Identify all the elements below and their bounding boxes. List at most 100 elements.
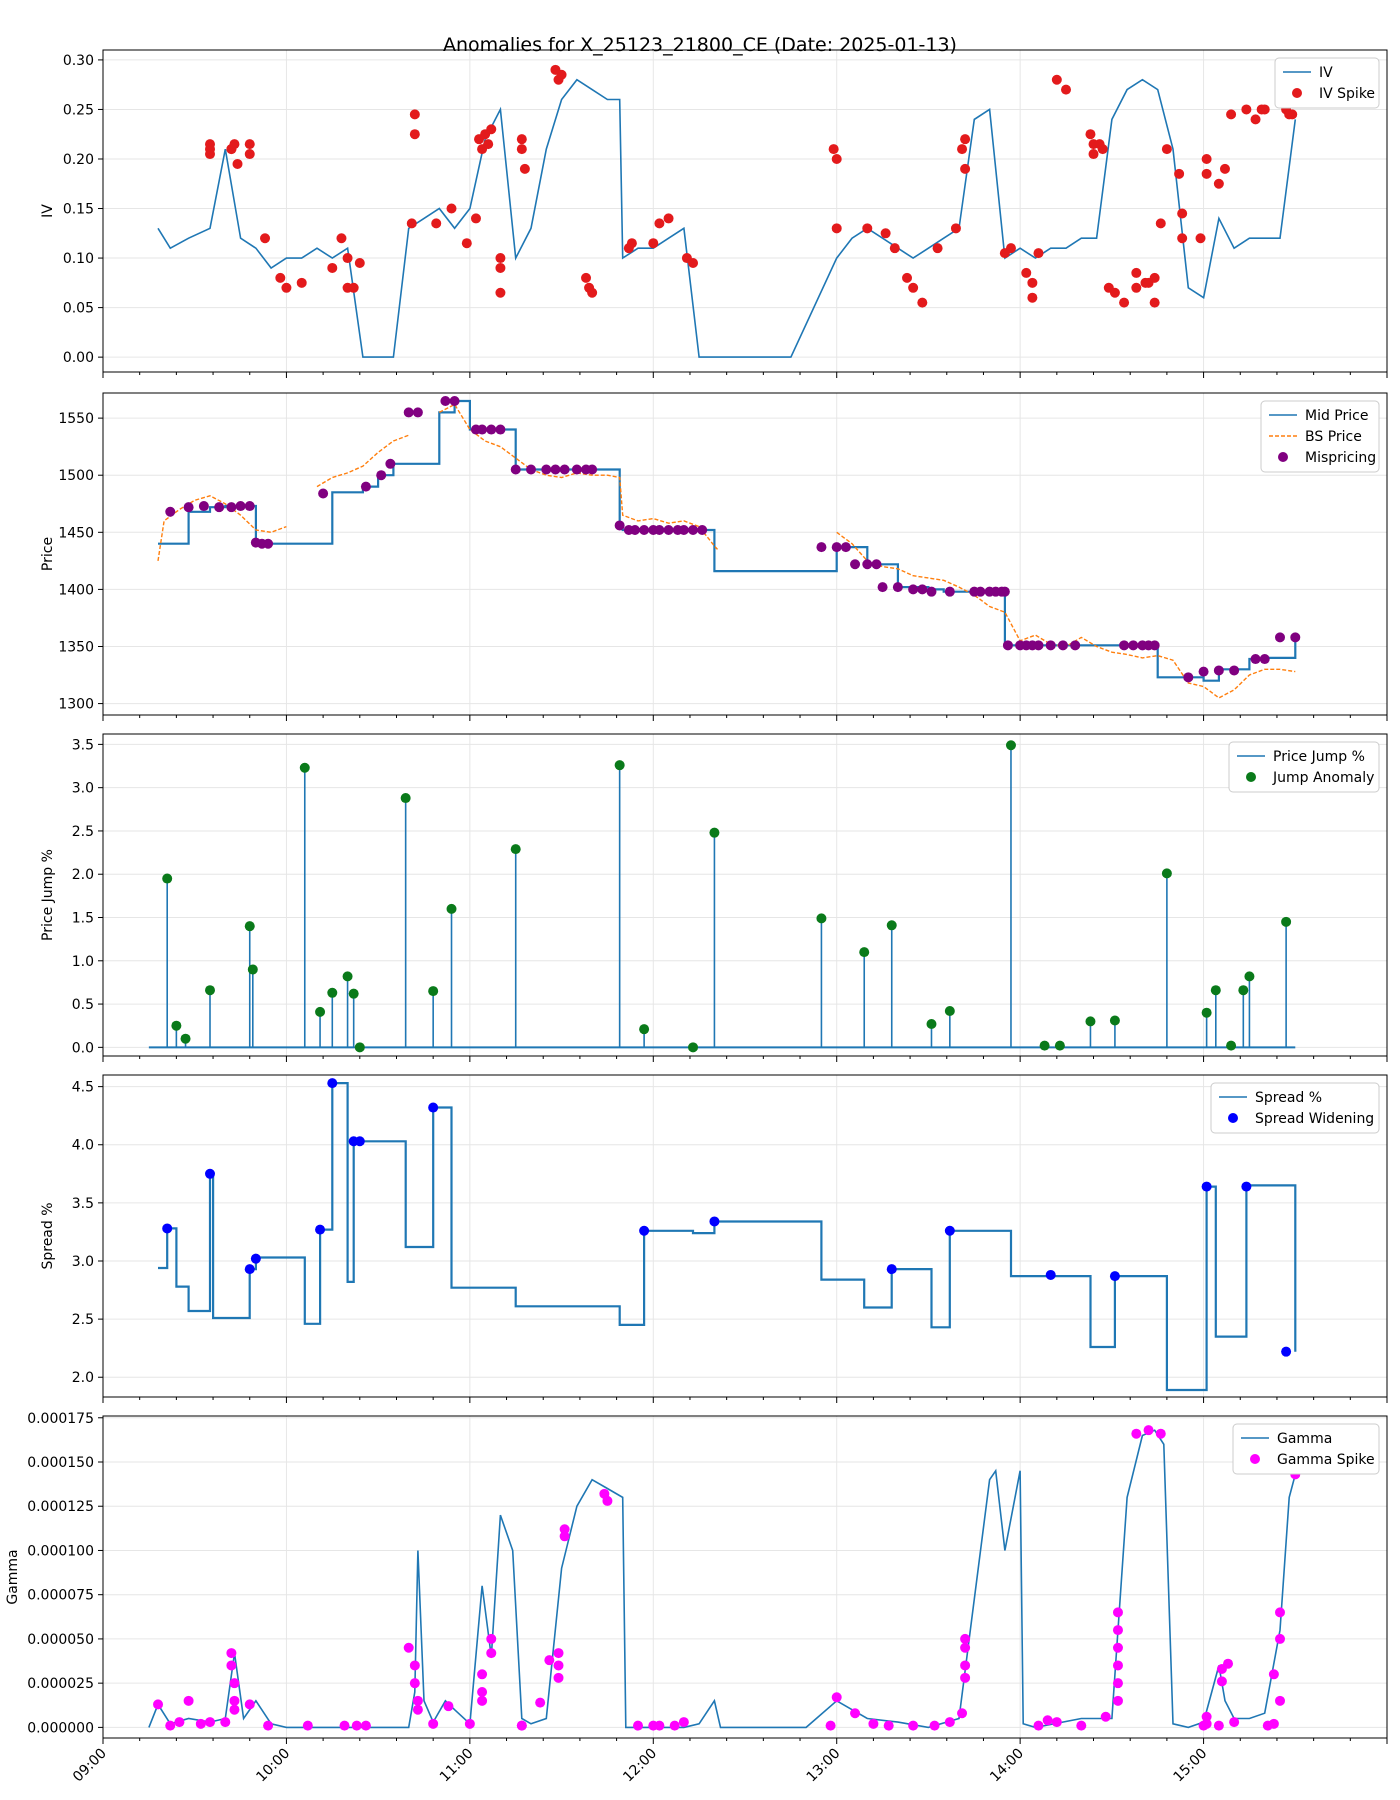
- anomaly-point: [1076, 1720, 1087, 1731]
- anomaly-point: [535, 1697, 546, 1708]
- anomaly-point: [409, 129, 420, 140]
- bs-price-line: [157, 403, 1296, 699]
- legend-box: [1210, 1082, 1380, 1134]
- anomaly-point: [944, 586, 955, 597]
- y-tick-label: 0.000050: [27, 1632, 94, 1648]
- anomaly-point: [165, 1720, 176, 1731]
- anomaly-point: [688, 1042, 699, 1053]
- y-tick-label: 3.5: [72, 737, 94, 753]
- anomaly-point: [999, 586, 1010, 597]
- series-line: [158, 399, 1297, 682]
- anomaly-point: [342, 971, 353, 982]
- anomaly-point: [214, 502, 225, 513]
- anomaly-point: [486, 1648, 497, 1659]
- anomaly-point: [556, 69, 567, 80]
- anomaly-point: [917, 584, 928, 595]
- anomaly-point: [960, 1672, 971, 1683]
- anomaly-point: [550, 464, 561, 475]
- anomaly-point: [428, 986, 439, 997]
- anomaly-point: [229, 1704, 240, 1715]
- y-tick-label: 4.0: [72, 1138, 94, 1154]
- anomaly-point: [862, 223, 873, 234]
- anomaly-point: [957, 144, 968, 155]
- anomaly-point: [477, 1669, 488, 1680]
- anomaly-point: [639, 1225, 650, 1236]
- anomaly-point: [1109, 1271, 1120, 1282]
- anomaly-point: [376, 470, 387, 481]
- anomaly-point: [957, 1708, 968, 1719]
- anomaly-point: [1119, 640, 1130, 651]
- anomaly-point: [510, 464, 521, 475]
- y-tick-label: 0.5: [72, 997, 94, 1013]
- anomaly-point: [327, 262, 338, 273]
- anomaly-point: [1112, 1660, 1123, 1671]
- anomaly-point: [926, 586, 937, 597]
- anomaly-point: [663, 213, 674, 224]
- anomaly-point: [902, 272, 913, 283]
- anomaly-point: [1128, 640, 1139, 651]
- anomaly-point: [1259, 654, 1270, 665]
- plot-area: [148, 740, 1296, 1053]
- anomaly-point: [654, 1720, 665, 1731]
- anomaly-point: [205, 1168, 215, 1179]
- anomaly-point: [1275, 1633, 1285, 1644]
- anomaly-point: [1201, 153, 1212, 164]
- legend-label: Mid Price: [1305, 408, 1368, 424]
- anomaly-point: [220, 1717, 231, 1728]
- anomaly-point: [244, 1699, 255, 1710]
- anomaly-point: [960, 1642, 971, 1653]
- anomaly-point: [263, 1720, 274, 1731]
- anomaly-point: [428, 1718, 439, 1729]
- anomaly-point: [516, 1720, 527, 1731]
- y-tick-label: 0.000175: [27, 1411, 94, 1427]
- anomaly-point: [1213, 1720, 1224, 1731]
- anomaly-point: [205, 1717, 215, 1728]
- y-axis-label: Price Jump %: [40, 849, 56, 941]
- anomaly-point: [868, 1718, 879, 1729]
- series-line: [158, 1082, 1297, 1392]
- anomaly-point: [697, 525, 708, 536]
- legend-box: [1260, 400, 1380, 473]
- anomaly-point: [1002, 640, 1013, 651]
- anomaly-point: [477, 1687, 488, 1697]
- anomaly-point: [1195, 233, 1206, 244]
- anomaly-point: [1085, 129, 1096, 140]
- anomaly-point: [880, 228, 891, 239]
- anomaly-point: [244, 921, 255, 932]
- x-tick-label: 15:00: [1171, 1746, 1211, 1786]
- anomaly-point: [1229, 1717, 1240, 1728]
- anomaly-point: [1210, 985, 1221, 996]
- anomaly-point: [1085, 1016, 1096, 1027]
- anomaly-point: [1174, 168, 1185, 179]
- anomaly-point: [1213, 665, 1224, 676]
- anomaly-point: [275, 272, 286, 283]
- anomaly-point: [299, 762, 310, 773]
- anomaly-point: [470, 213, 481, 224]
- anomaly-point: [960, 1660, 971, 1671]
- y-tick-label: 0.000150: [27, 1455, 94, 1471]
- figure-title: Anomalies for X_25123_21800_CE (Date: 20…: [443, 34, 957, 56]
- anomaly-point: [883, 1720, 894, 1731]
- anomaly-point: [180, 1033, 191, 1044]
- anomaly-point: [440, 395, 451, 406]
- anomaly-point: [412, 1695, 423, 1706]
- anomaly-point: [917, 297, 928, 308]
- anomaly-point: [1097, 144, 1108, 155]
- anomaly-point: [1149, 272, 1160, 283]
- anomaly-point: [831, 153, 842, 164]
- anomaly-point: [486, 424, 497, 435]
- y-tick-label: 0.15: [63, 202, 94, 218]
- anomaly-point: [871, 559, 882, 570]
- y-tick-label: 0.25: [63, 102, 94, 118]
- anomaly-point: [831, 223, 842, 234]
- anomaly-point: [244, 1264, 255, 1275]
- anomaly-point: [1281, 1346, 1292, 1357]
- anomaly-point: [850, 1708, 861, 1719]
- anomaly-point: [1112, 1678, 1123, 1689]
- anomaly-point: [244, 501, 255, 512]
- anomaly-point: [1112, 1625, 1123, 1636]
- anomaly-point: [449, 395, 460, 406]
- anomaly-point: [229, 1695, 240, 1706]
- legend-label: Gamma: [1277, 1431, 1332, 1447]
